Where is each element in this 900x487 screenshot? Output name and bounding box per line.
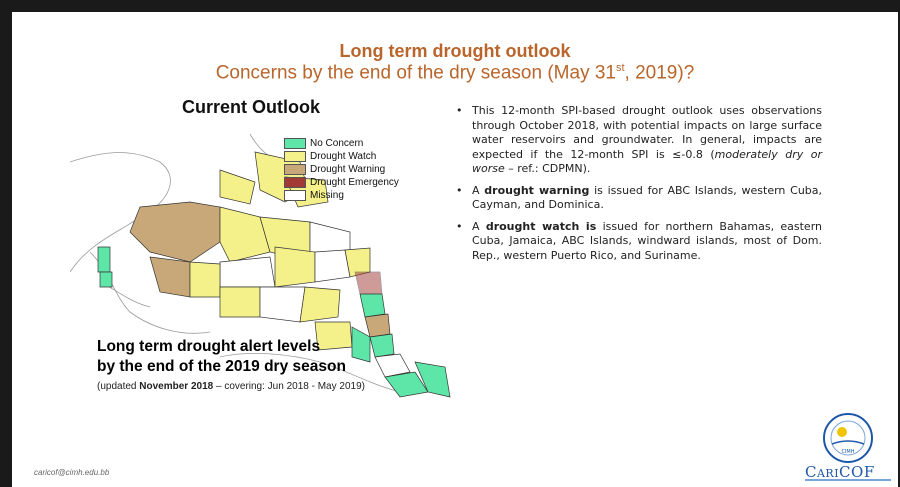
legend-item: Missing — [284, 189, 399, 202]
map-note: (updated November 2018 – covering: Jun 2… — [97, 381, 365, 392]
legend-item: Drought Warning — [284, 163, 399, 176]
caricof-logo-underline — [805, 479, 891, 481]
legend-swatch-missing — [284, 190, 306, 201]
bullet-drought-watch: A drought watch is issued for northern B… — [452, 220, 822, 264]
legend-item: Drought Watch — [284, 150, 399, 163]
bullet-spi-description: This 12-month SPI-based drought outlook … — [452, 104, 822, 177]
bullet-drought-warning: A drought warning is issued for ABC Isla… — [452, 184, 822, 213]
legend-swatch-no-concern — [284, 138, 306, 149]
contact-email: caricof@cimh.edu.bb — [34, 468, 110, 477]
map-legend: No Concern Drought Watch Drought Warning… — [284, 137, 399, 202]
legend-swatch-drought-warning — [284, 164, 306, 175]
legend-item: Drought Emergency — [284, 176, 399, 189]
slide-title: Long term drought outlook — [339, 41, 571, 61]
outlook-bullets: This 12-month SPI-based drought outlook … — [452, 104, 822, 270]
legend-swatch-drought-emergency — [284, 177, 306, 188]
svg-text:CIMH: CIMH — [841, 449, 854, 455]
map-caption: Long term drought alert levels by the en… — [97, 338, 346, 375]
legend-swatch-drought-watch — [284, 151, 306, 162]
caricof-logo-text: CariCOF — [805, 463, 875, 481]
drought-outlook-map — [70, 133, 451, 398]
current-outlook-heading: Current Outlook — [182, 97, 320, 117]
legend-item: No Concern — [284, 137, 399, 150]
slide-subtitle: Concerns by the end of the dry season (M… — [215, 62, 695, 84]
slide: Long term drought outlook Concerns by th… — [12, 12, 898, 487]
cimh-seal-logo: CIMH — [823, 413, 873, 463]
